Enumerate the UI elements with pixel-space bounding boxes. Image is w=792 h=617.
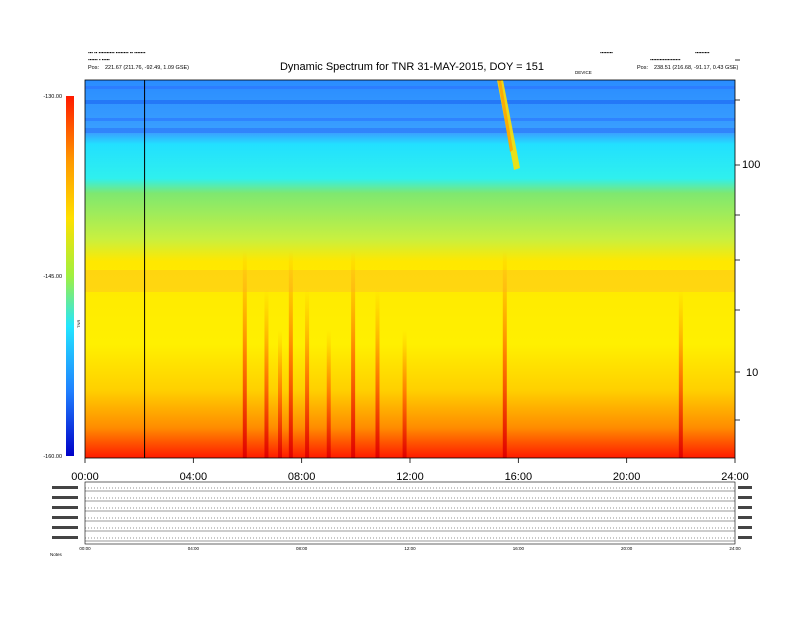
panel-label-right: [738, 526, 752, 529]
x-tick-label: 20:00: [613, 471, 641, 483]
spectrogram-bursts: [242, 250, 683, 458]
x-tick-label: 12:00: [396, 471, 424, 483]
spectrogram-background: [85, 80, 735, 458]
colorbar-tick-mid: -145.00: [43, 274, 62, 280]
panel-label-right: [738, 506, 752, 509]
burst-streak: [502, 250, 507, 458]
panel-label-left: [52, 486, 78, 489]
x-axis: 00:00 04:00 08:00 12:00 16:00 20:00 24:00: [71, 458, 749, 483]
y-tick-100: 100: [742, 159, 760, 171]
panel-frame: [84, 481, 736, 545]
bottom-panels: [52, 481, 752, 545]
panel-label-right: [738, 536, 752, 539]
chart-title: Dynamic Spectrum for TNR 31-MAY-2015, DO…: [280, 61, 544, 73]
header-right-info: ▪▪▪▪▪▪▪▪ ▪▪▪▪▪▪▪▪▪ ▪▪▪▪▪▪▪▪▪▪▪▪▪▪▪▪▪▪▪: [600, 50, 710, 62]
type3-burst-core: [498, 80, 513, 152]
x-tick-label: 24:00: [721, 471, 749, 483]
burst-streak: [678, 290, 683, 458]
footer-x-axis: 00:00 04:00 08:00 12:00 16:00 20:00 24:00: [79, 546, 741, 551]
panel-label-left: [52, 506, 78, 509]
burst-streak: [402, 330, 407, 458]
colorbar: [66, 96, 74, 456]
panel-label-left: [52, 526, 78, 529]
colorbar-tick-top: -130.00: [43, 94, 62, 100]
burst-streak: [288, 250, 293, 458]
y-tick-10: 10: [746, 367, 758, 379]
header-right-line1: ▪▪▪▪▪▪▪▪: [600, 50, 613, 55]
footer-tick-label: 24:00: [729, 546, 741, 551]
right-axis: 100 10: [735, 59, 760, 421]
footer-tick-label: 08:00: [296, 546, 308, 551]
burst-streak: [326, 330, 331, 458]
panel-label-left: [52, 516, 78, 519]
footer-tick-label: 04:00: [188, 546, 200, 551]
panel-label-right: [738, 516, 752, 519]
burst-streak: [351, 250, 356, 458]
footer-tick-label: 12:00: [404, 546, 416, 551]
x-tick-label: 16:00: [505, 471, 533, 483]
header-center-small: DEVICE: [575, 70, 592, 75]
interference-stripe: [85, 128, 735, 133]
footer-tick-label: 16:00: [513, 546, 525, 551]
panel-label-left: [52, 536, 78, 539]
header-right-line2: ▪▪▪▪▪▪▪▪▪▪▪▪▪▪▪▪▪▪▪: [650, 57, 681, 62]
footer-tick-label: 00:00: [79, 546, 91, 551]
panel-label-right: [738, 486, 752, 489]
header-left-line1: ▪▪▪ ▪▪ ▪▪▪▪▪▪▪▪▪▪ ▪▪▪▪▪▪▪▪ ▪▪ ▪▪▪▪▪▪▪: [88, 50, 146, 55]
x-tick-label: 08:00: [288, 471, 316, 483]
header-left-info: ▪▪▪ ▪▪ ▪▪▪▪▪▪▪▪▪▪ ▪▪▪▪▪▪▪▪ ▪▪ ▪▪▪▪▪▪▪ ▪▪…: [88, 50, 146, 62]
spectrogram-stripes: [85, 86, 735, 133]
interference-stripe: [85, 118, 735, 121]
panel-label-right: [738, 496, 752, 499]
spectrogram: [84, 79, 736, 459]
footer-tick-label: 20:00: [621, 546, 633, 551]
burst-streak: [278, 330, 282, 458]
colorbar-label: TNR: [76, 320, 81, 328]
left-pos-label: Pos:: [88, 65, 99, 71]
header-right-line1b: ▪▪▪▪▪▪▪▪▪: [695, 50, 710, 55]
right-pos-value: 238.51 (216.68, -91.17, 0.43 GSE): [654, 65, 739, 71]
header-left-line2: ▪▪▪▪▪▪ ▪ ▪▪▪▪▪: [88, 57, 110, 62]
burst-streak: [305, 290, 310, 458]
left-pos-value: 221.67 (211.76, -92.49, 1.09 GSE): [105, 65, 189, 71]
interference-stripe: [85, 86, 735, 89]
emission-band: [85, 270, 735, 292]
x-tick-label: 04:00: [180, 471, 208, 483]
burst-streak: [375, 290, 380, 458]
burst-streak: [264, 290, 269, 458]
small-label: Notes: [50, 552, 63, 557]
burst-streak: [242, 250, 247, 458]
panel-label-left: [52, 496, 78, 499]
x-tick-label: 00:00: [71, 471, 99, 483]
colorbar-tick-bottom: -160.00: [43, 454, 62, 460]
interference-stripe: [85, 100, 735, 104]
right-pos-label: Pos:: [637, 65, 648, 71]
